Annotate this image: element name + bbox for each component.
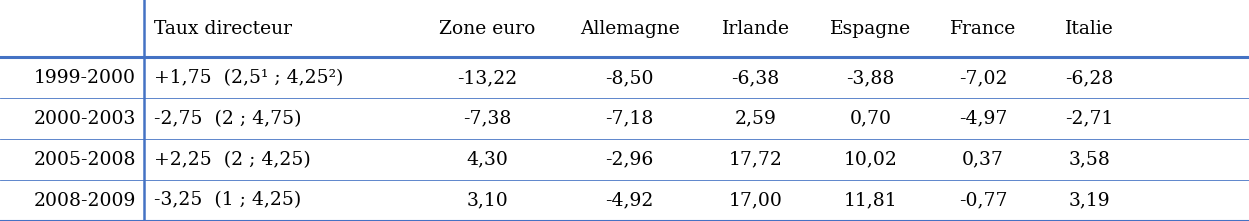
Text: 2000-2003: 2000-2003 (34, 110, 136, 128)
Text: 2008-2009: 2008-2009 (34, 192, 136, 210)
Text: -4,97: -4,97 (959, 110, 1007, 128)
Text: -7,02: -7,02 (959, 69, 1007, 87)
Text: 3,58: 3,58 (1068, 151, 1110, 169)
Text: 3,10: 3,10 (466, 192, 508, 210)
Text: 2005-2008: 2005-2008 (34, 151, 136, 169)
Text: 0,70: 0,70 (849, 110, 892, 128)
Text: France: France (949, 20, 1017, 38)
Text: -0,77: -0,77 (959, 192, 1007, 210)
Text: -6,38: -6,38 (732, 69, 779, 87)
Text: -3,25  (1 ; 4,25): -3,25 (1 ; 4,25) (154, 192, 301, 210)
Text: Irlande: Irlande (722, 20, 789, 38)
Text: 17,00: 17,00 (728, 192, 783, 210)
Text: -2,71: -2,71 (1065, 110, 1113, 128)
Text: -7,18: -7,18 (606, 110, 653, 128)
Text: -13,22: -13,22 (457, 69, 517, 87)
Text: -6,28: -6,28 (1065, 69, 1113, 87)
Text: -2,96: -2,96 (606, 151, 653, 169)
Text: Zone euro: Zone euro (438, 20, 536, 38)
Text: +2,25  (2 ; 4,25): +2,25 (2 ; 4,25) (154, 151, 311, 169)
Text: 17,72: 17,72 (728, 151, 783, 169)
Text: -8,50: -8,50 (606, 69, 653, 87)
Text: -7,38: -7,38 (463, 110, 511, 128)
Text: -4,92: -4,92 (606, 192, 653, 210)
Text: 11,81: 11,81 (844, 192, 897, 210)
Text: Taux directeur: Taux directeur (154, 20, 291, 38)
Text: +1,75  (2,5¹ ; 4,25²): +1,75 (2,5¹ ; 4,25²) (154, 69, 343, 87)
Text: 2,59: 2,59 (734, 110, 777, 128)
Text: Allemagne: Allemagne (580, 20, 679, 38)
Text: 1999-2000: 1999-2000 (34, 69, 136, 87)
Text: -3,88: -3,88 (847, 69, 894, 87)
Text: Espagne: Espagne (831, 20, 911, 38)
Text: 0,37: 0,37 (962, 151, 1004, 169)
Text: -2,75  (2 ; 4,75): -2,75 (2 ; 4,75) (154, 110, 301, 128)
Text: 10,02: 10,02 (843, 151, 898, 169)
Text: 4,30: 4,30 (466, 151, 508, 169)
Text: Italie: Italie (1064, 20, 1114, 38)
Text: 3,19: 3,19 (1068, 192, 1110, 210)
